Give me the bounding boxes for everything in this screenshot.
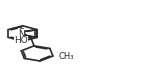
Text: N: N [18,30,25,39]
Text: HO: HO [14,36,28,45]
Text: CH₃: CH₃ [59,52,74,61]
Text: S: S [18,28,24,37]
